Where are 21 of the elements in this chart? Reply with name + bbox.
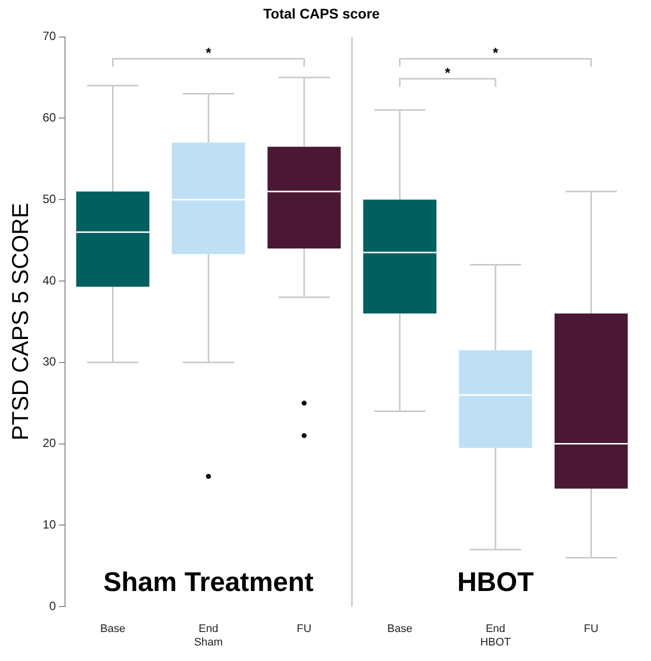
y-tick-label: 10 [42, 518, 56, 532]
annotation: * [206, 44, 212, 61]
y-tick-label: 60 [42, 110, 56, 125]
x-tick-label: Base [387, 623, 412, 636]
x-tick-label: End Sham [194, 623, 223, 648]
y-tick-label: 20 [42, 436, 56, 450]
y-tick-label: 40 [42, 273, 56, 288]
x-tick-label: FU [296, 623, 312, 636]
y-tick-label: 50 [42, 192, 56, 206]
x-tick-label: Base [100, 623, 126, 636]
annotation: * [444, 64, 451, 81]
annotation: Sham Treatment [103, 566, 314, 598]
y-tick-label: 30 [42, 354, 56, 369]
y-tick-label: 0 [49, 598, 56, 613]
x-tick-label: End HBOT [480, 623, 512, 648]
x-tick-label: FU [584, 623, 599, 636]
annotation: * [492, 44, 499, 61]
chart-title: Total CAPS score [263, 5, 380, 22]
annotation: HBOT [457, 566, 534, 598]
y-axis-title: PTSD CAPS 5 SCORE [7, 202, 34, 441]
y-tick-label: 70 [42, 29, 56, 44]
